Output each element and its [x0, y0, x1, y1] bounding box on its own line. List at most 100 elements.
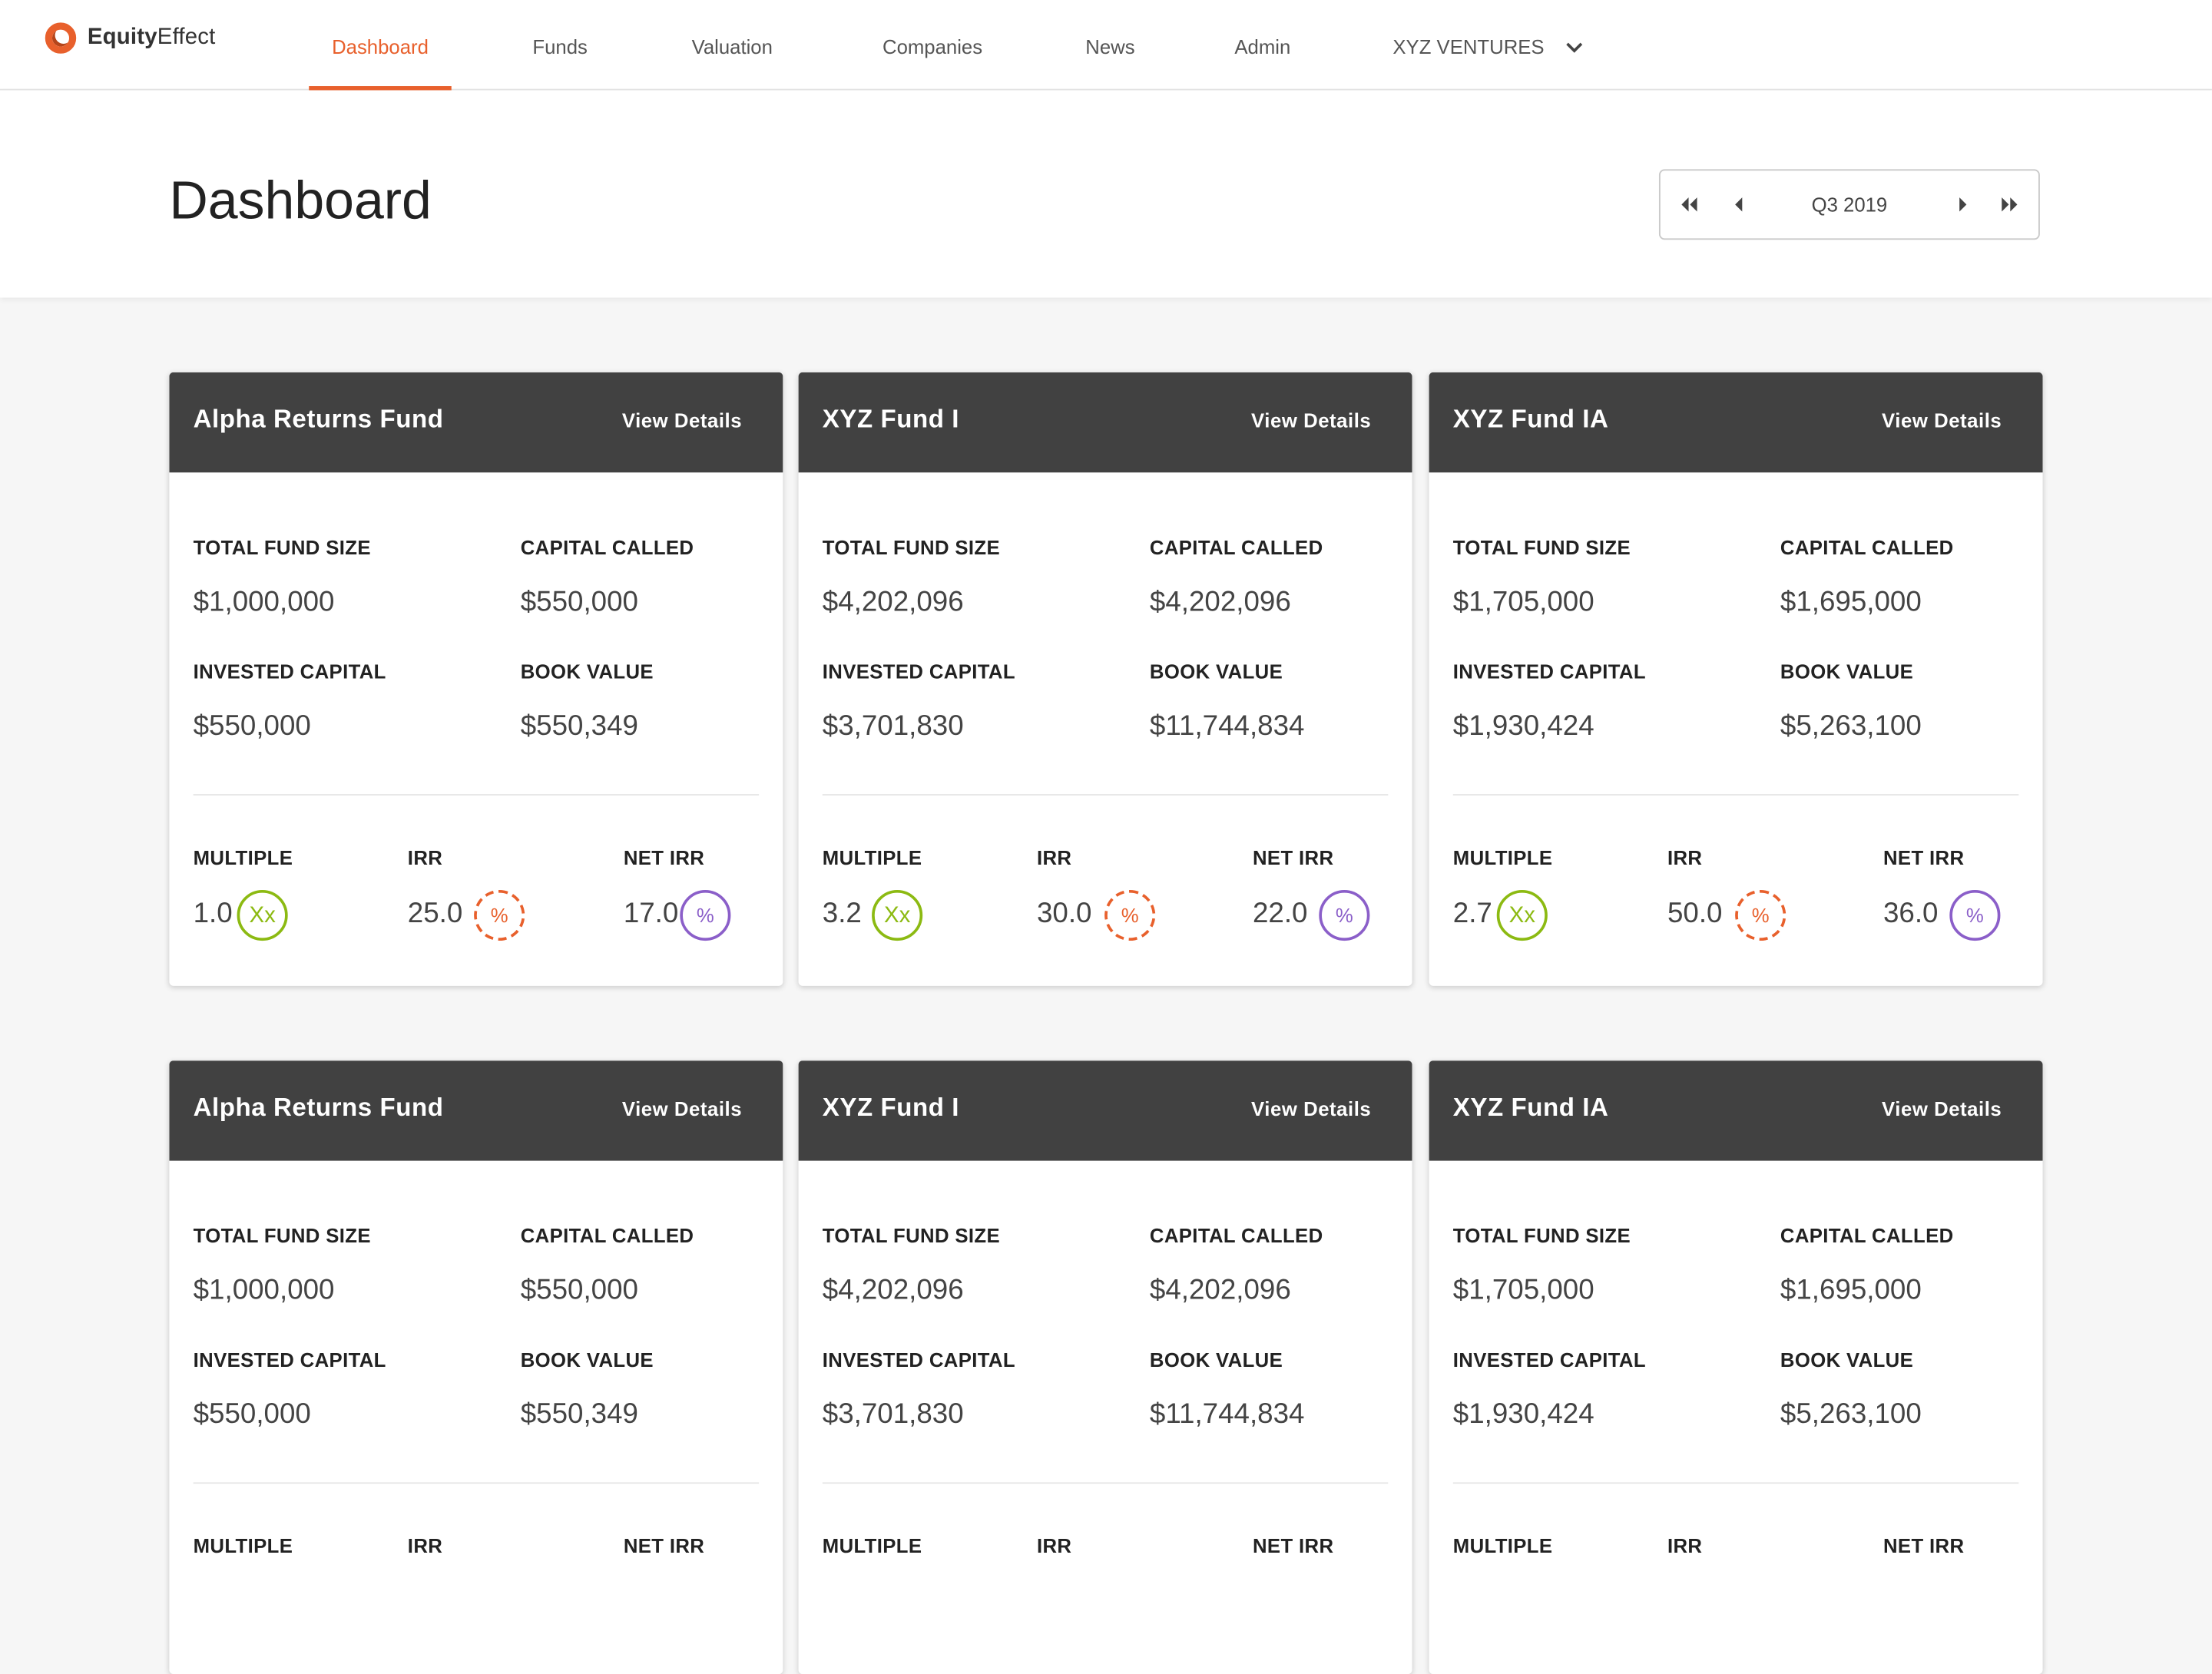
fund-card-header: Alpha Returns Fund View Details [169, 1060, 783, 1161]
book-value-label: BOOK VALUE [1149, 660, 1283, 683]
invested-capital-label: INVESTED CAPITAL [1452, 1348, 1646, 1371]
net-irr-value: 36.0 [1883, 898, 1939, 930]
capital-called-value: $550,000 [520, 587, 638, 618]
total-fund-size-value: $1,000,000 [193, 1275, 335, 1306]
book-value-label: BOOK VALUE [1780, 1348, 1914, 1371]
page-header: Dashboard Q3 2019 [0, 90, 2212, 298]
fund-card: XYZ Fund IA View Details TOTAL FUND SIZE… [1429, 1060, 2043, 1674]
previous-icon[interactable] [1728, 194, 1750, 216]
multiple-label: MULTIPLE [193, 1534, 293, 1557]
invested-capital-value: $3,701,830 [822, 1399, 964, 1431]
invested-capital-label: INVESTED CAPITAL [1452, 660, 1646, 683]
fund-name: XYZ Fund I [822, 405, 959, 433]
nav-admin[interactable]: Admin [1234, 35, 1291, 58]
invested-capital-label: INVESTED CAPITAL [822, 1348, 1015, 1371]
divider [822, 1482, 1389, 1484]
nav-dashboard[interactable]: Dashboard [309, 0, 452, 91]
net-irr-value: 22.0 [1252, 898, 1308, 930]
multiple-label: MULTIPLE [822, 1534, 922, 1557]
fund-card-header: XYZ Fund I View Details [798, 1060, 1412, 1161]
net-irr-value: 17.0 [623, 898, 679, 930]
view-details-link[interactable]: View Details [1251, 409, 1372, 432]
last-page-icon[interactable] [1999, 194, 2022, 216]
invested-capital-value: $550,000 [193, 1399, 311, 1431]
divider [1452, 1482, 2019, 1484]
org-name: XYZ VENTURES [1392, 35, 1545, 58]
brand-name: EquityEffect [87, 25, 216, 50]
total-fund-size-label: TOTAL FUND SIZE [1452, 535, 1631, 559]
capital-called-value: $1,695,000 [1780, 587, 1922, 618]
view-details-link[interactable]: View Details [621, 409, 743, 432]
chevron-down-icon [1565, 43, 1582, 54]
fund-name: XYZ Fund IA [1452, 405, 1609, 433]
period-selector: Q3 2019 [1658, 169, 2040, 240]
irr-badge-icon: % [1735, 889, 1786, 941]
view-details-link[interactable]: View Details [1251, 1097, 1372, 1120]
net-irr-label: NET IRR [623, 1534, 705, 1557]
multiple-label: MULTIPLE [1452, 846, 1553, 869]
nav-valuation[interactable]: Valuation [691, 35, 773, 58]
invested-capital-label: INVESTED CAPITAL [822, 660, 1015, 683]
net-irr-label: NET IRR [1252, 846, 1334, 869]
divider [822, 794, 1389, 796]
first-page-icon[interactable] [1677, 194, 1700, 216]
irr-badge-icon: % [1104, 889, 1156, 941]
capital-called-label: CAPITAL CALLED [1149, 535, 1323, 559]
net-irr-badge-icon: % [1949, 889, 2001, 941]
multiple-badge-icon: Xx [872, 889, 923, 941]
nav-funds[interactable]: Funds [532, 35, 588, 58]
view-details-link[interactable]: View Details [1882, 409, 2002, 432]
total-fund-size-label: TOTAL FUND SIZE [822, 535, 1001, 559]
org-switcher[interactable]: XYZ VENTURES [1389, 0, 1587, 89]
top-navigation: EquityEffect Dashboard Funds Valuation C… [0, 0, 2212, 91]
irr-label: IRR [1036, 1534, 1072, 1557]
book-value-value: $550,349 [520, 710, 638, 743]
total-fund-size-value: $1,705,000 [1452, 1275, 1594, 1306]
book-value-value: $11,744,834 [1149, 1399, 1305, 1431]
net-irr-label: NET IRR [1252, 1534, 1334, 1557]
period-label: Q3 2019 [1811, 193, 1888, 217]
fund-card-header: XYZ Fund IA View Details [1429, 1060, 2043, 1161]
irr-label: IRR [407, 846, 443, 869]
divider [193, 1482, 760, 1484]
capital-called-label: CAPITAL CALLED [1149, 1224, 1323, 1247]
book-value-value: $550,349 [520, 1399, 638, 1431]
page-title: Dashboard [169, 172, 432, 232]
multiple-value: 1.0 [193, 898, 233, 930]
total-fund-size-value: $1,705,000 [1452, 587, 1594, 618]
book-value-label: BOOK VALUE [1780, 660, 1914, 683]
next-icon[interactable] [1951, 194, 1973, 216]
fund-card: XYZ Fund I View Details TOTAL FUND SIZE … [798, 372, 1412, 986]
irr-label: IRR [1667, 1534, 1703, 1557]
irr-label: IRR [407, 1534, 443, 1557]
fund-card: XYZ Fund IA View Details TOTAL FUND SIZE… [1429, 372, 2043, 986]
divider [1452, 794, 2019, 796]
fund-card-header: XYZ Fund I View Details [798, 372, 1412, 473]
fund-card: Alpha Returns Fund View Details TOTAL FU… [169, 372, 783, 986]
total-fund-size-label: TOTAL FUND SIZE [193, 1224, 371, 1247]
fund-name: Alpha Returns Fund [193, 1093, 444, 1122]
invested-capital-label: INVESTED CAPITAL [193, 660, 386, 683]
view-details-link[interactable]: View Details [621, 1097, 743, 1120]
invested-capital-value: $1,930,424 [1452, 710, 1594, 743]
invested-capital-value: $550,000 [193, 710, 311, 743]
fund-name: XYZ Fund IA [1452, 1093, 1609, 1122]
multiple-label: MULTIPLE [193, 846, 293, 869]
net-irr-label: NET IRR [1883, 846, 1965, 869]
book-value-value: $11,744,834 [1149, 710, 1305, 743]
net-irr-label: NET IRR [623, 846, 705, 869]
capital-called-label: CAPITAL CALLED [1780, 1224, 1954, 1247]
book-value-label: BOOK VALUE [520, 660, 654, 683]
book-value-label: BOOK VALUE [520, 1348, 654, 1371]
capital-called-value: $4,202,096 [1149, 1275, 1291, 1306]
total-fund-size-label: TOTAL FUND SIZE [193, 535, 371, 559]
nav-news[interactable]: News [1085, 35, 1135, 58]
view-details-link[interactable]: View Details [1882, 1097, 2002, 1120]
net-irr-badge-icon: % [1319, 889, 1370, 941]
book-value-value: $5,263,100 [1780, 1399, 1922, 1431]
brand-logo[interactable]: EquityEffect [45, 22, 216, 54]
nav-companies[interactable]: Companies [882, 35, 983, 58]
irr-badge-icon: % [474, 889, 525, 941]
multiple-badge-icon: Xx [237, 889, 288, 941]
irr-value: 25.0 [407, 898, 463, 930]
